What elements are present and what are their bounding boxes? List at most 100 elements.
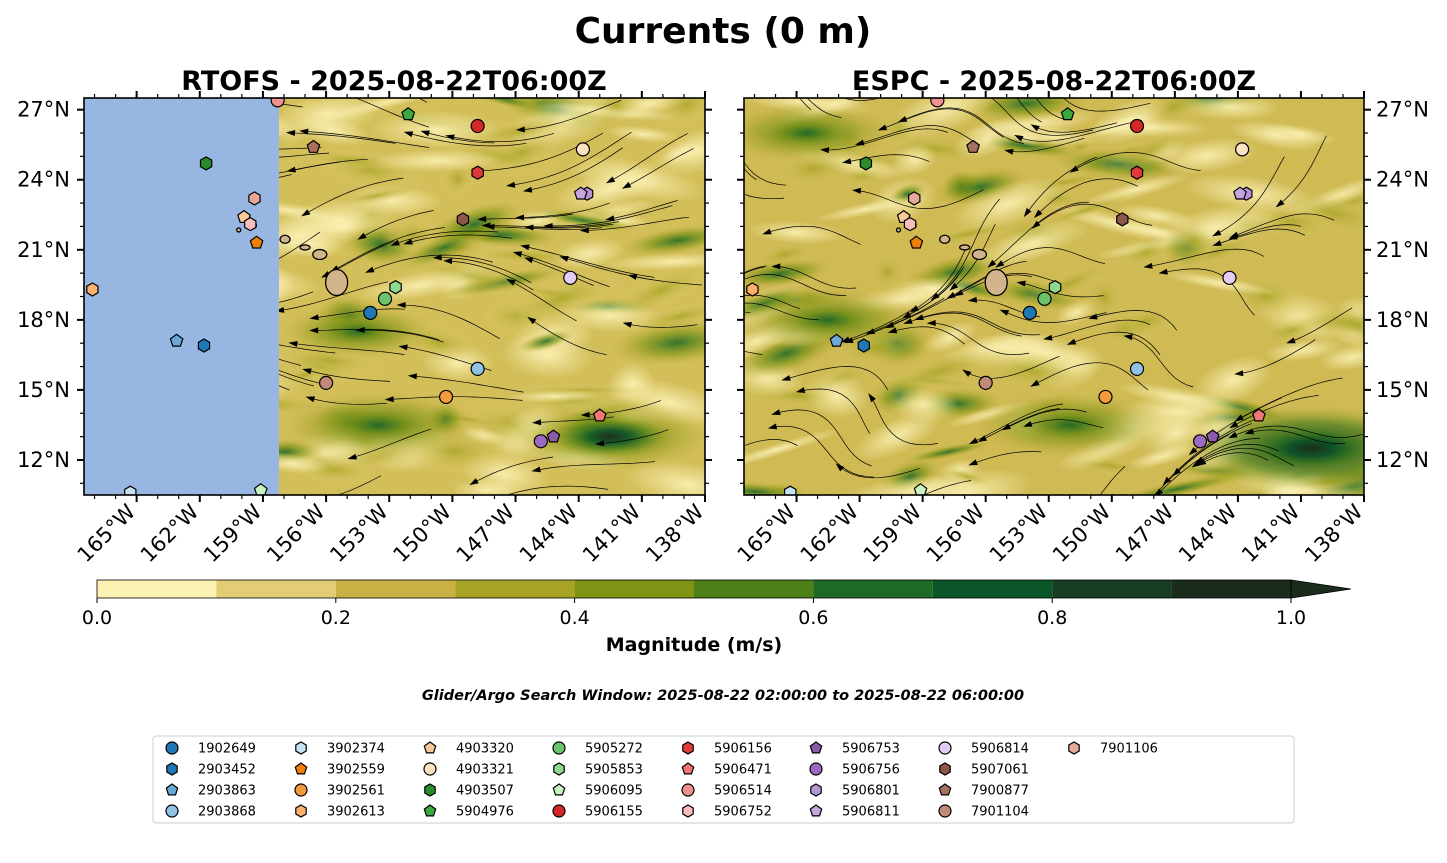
streamline-arrow (396, 302, 406, 308)
colorbar-bin (335, 580, 456, 598)
colorbar-bin (455, 580, 575, 598)
legend-item: 7901106 (1068, 741, 1158, 757)
current-magnitude-patch (744, 427, 845, 472)
current-magnitude-patch (887, 387, 961, 422)
platform-marker-5907061 (456, 212, 470, 227)
oahu-island (279, 234, 291, 244)
streamline-arrow (559, 256, 569, 262)
legend-item: 3902559 (294, 762, 385, 778)
streamline (336, 475, 382, 495)
streamline-arrow (1188, 447, 1198, 456)
streamline (584, 216, 689, 231)
legend-label: 5907061 (971, 763, 1029, 778)
platform-marker-5905853 (1048, 280, 1062, 295)
legend-item: 2903868 (165, 804, 256, 820)
streamline (408, 234, 513, 244)
strong-current-core (313, 316, 402, 347)
current-magnitude-patch (1117, 302, 1179, 339)
streamline-arrow (1023, 208, 1032, 218)
streamline (482, 213, 573, 220)
platform-marker-5906753 (546, 429, 561, 443)
legend-item: 1902649 (165, 741, 256, 757)
streamline-arrow (767, 423, 778, 430)
streamline (776, 266, 857, 289)
streamline (902, 107, 1024, 144)
y-tick-label: 24°N (1376, 168, 1429, 192)
streamline-arrow (820, 147, 830, 154)
colorbar-frame (96, 579, 1292, 599)
streamline-arrow (1123, 334, 1133, 341)
legend-item: 5907061 (939, 762, 1029, 778)
streamline-arrow (926, 320, 936, 326)
streamline-arrow (771, 263, 781, 270)
current-magnitude-patch (964, 98, 1090, 123)
colorbar-bin (1171, 580, 1291, 598)
streamline-arrow (485, 223, 495, 230)
current-magnitude-patch (1143, 98, 1204, 128)
niihau-island (236, 227, 242, 233)
x-tick-label: 138°W (641, 499, 709, 567)
streamline (892, 326, 965, 345)
streamline-arrow (543, 223, 553, 229)
streamline-arrow (527, 316, 537, 325)
colorbar-bin (1052, 580, 1172, 598)
legend-marker-3902374 (295, 741, 307, 755)
streamline-arrow (522, 186, 533, 193)
colorbar-bin (574, 580, 694, 598)
niihau-island (895, 227, 902, 233)
legend-label: 5904976 (456, 805, 514, 820)
platform-marker-3902613 (746, 282, 759, 297)
platform-marker-2903868 (1129, 361, 1145, 376)
current-magnitude-patch (281, 198, 396, 243)
streamline-arrow (505, 181, 516, 188)
left-no-data-region (84, 98, 279, 495)
platform-marker-7901104 (318, 375, 334, 391)
legend-item: 2903863 (165, 783, 256, 799)
current-magnitude-patch (1160, 270, 1279, 296)
streamline-arrow (762, 228, 772, 235)
legend-label: 7901106 (1100, 742, 1158, 757)
streamline (806, 98, 842, 118)
current-magnitude-patch (865, 252, 910, 293)
streamline-arrow (302, 368, 312, 375)
streamline (1165, 415, 1265, 483)
streamline-arrow (723, 284, 732, 292)
streamline-arrow (1229, 421, 1239, 429)
streamline (1009, 137, 1085, 153)
streamline (972, 451, 1042, 464)
streamline-arrow (520, 244, 530, 251)
hawaii-big-island (324, 268, 349, 297)
streamline (548, 205, 673, 227)
platform-marker-5906471 (592, 408, 607, 422)
streamline (1026, 156, 1097, 214)
streamline (1048, 319, 1151, 339)
legend-frame (152, 735, 1295, 824)
colorbar-tick-label: 1.0 (1276, 607, 1306, 629)
streamline (1175, 423, 1252, 474)
streamline (744, 265, 767, 274)
streamline (1018, 119, 1142, 142)
streamline-arrow (1043, 334, 1053, 341)
legend-label: 5906801 (842, 784, 900, 799)
legend-label: 7901104 (971, 805, 1029, 820)
legend-item: 5906095 (552, 783, 643, 799)
x-tick-label: 156°W (262, 499, 330, 567)
legend-marker-7901106 (1068, 741, 1080, 755)
streamline-arrow (930, 292, 940, 301)
streamline-arrow (1286, 337, 1296, 344)
platform-marker-5906756 (1192, 434, 1208, 449)
platform-marker-5906095 (913, 483, 928, 495)
streamline-arrow (902, 311, 912, 319)
streamline (923, 480, 972, 495)
platform-marker-2903863 (829, 333, 844, 347)
current-magnitude-patch (660, 141, 703, 165)
x-tick-label: 144°W (1174, 499, 1242, 567)
streamline (907, 312, 1022, 337)
streamline (859, 125, 980, 145)
platform-marker-3902559 (909, 235, 924, 249)
streamline (882, 108, 1004, 138)
streamline-arrow (1014, 134, 1024, 142)
streamline-arrow (432, 254, 442, 261)
streamline (506, 485, 609, 495)
colorbar-bin (216, 580, 336, 598)
